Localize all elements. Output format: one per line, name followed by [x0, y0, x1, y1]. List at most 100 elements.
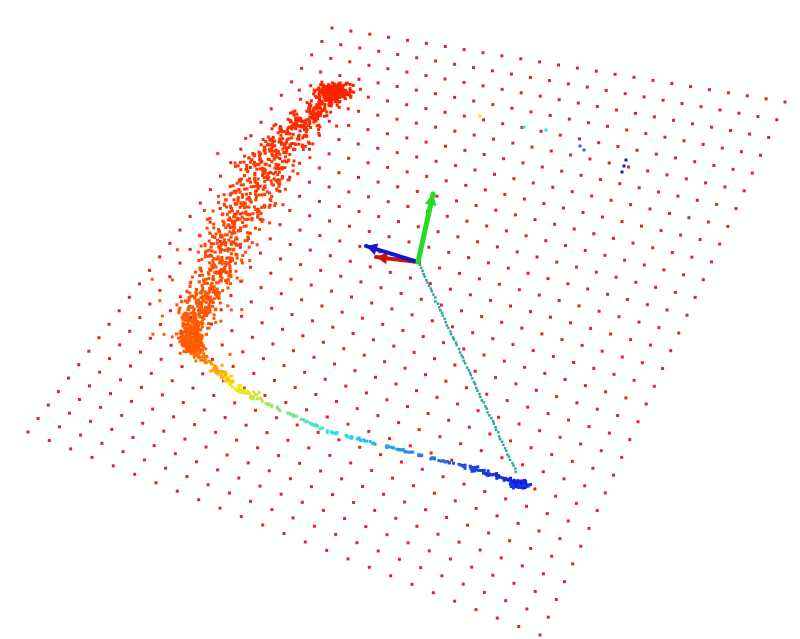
grid-point: [197, 498, 201, 502]
grid-point: [405, 136, 409, 140]
grid-point: [691, 122, 694, 126]
grid-point: [337, 105, 341, 109]
grid-point: [178, 261, 182, 265]
grid-point: [611, 236, 615, 240]
cloud-point: [267, 205, 271, 209]
cloud-point: [520, 486, 524, 490]
cloud-point: [195, 342, 199, 346]
cloud-point: [197, 324, 200, 328]
grid-point: [337, 205, 341, 208]
grid-point: [352, 501, 356, 504]
cloud-point: [320, 99, 324, 103]
grid-point: [642, 263, 646, 267]
grid-point: [346, 422, 350, 426]
cloud-point: [198, 321, 202, 325]
coordinate-axes-gizmo[interactable]: [364, 191, 437, 265]
cloud-point: [190, 326, 194, 330]
z-axis-arrow[interactable]: [364, 243, 420, 264]
cloud-point: [395, 447, 399, 451]
cloud-point: [213, 271, 217, 274]
cloud-point: [213, 250, 217, 254]
grid-point: [572, 227, 576, 231]
cloud-point: [203, 255, 207, 259]
cloud-point: [182, 330, 185, 334]
y-axis-arrow[interactable]: [415, 191, 437, 265]
cloud-point: [225, 256, 229, 260]
grid-point: [159, 357, 163, 361]
grid-point: [350, 295, 353, 299]
grid-point: [510, 106, 514, 110]
cloud-point: [244, 391, 248, 395]
cloud-point: [246, 170, 250, 173]
cloud-point: [482, 401, 486, 404]
grid-point: [715, 202, 719, 206]
grid-point: [303, 370, 307, 374]
cloud-point: [318, 88, 322, 92]
grid-point: [481, 84, 485, 88]
cloud-point: [315, 103, 319, 107]
cloud-point: [308, 108, 312, 112]
cloud-point: [275, 167, 279, 171]
grid-point: [669, 349, 673, 353]
cloud-point: [183, 330, 187, 333]
cloud-point: [226, 377, 230, 381]
cloud-point: [195, 333, 199, 337]
cloud-point: [461, 356, 465, 359]
cloud-point: [317, 86, 321, 90]
grid-point: [673, 290, 677, 294]
cloud-point: [229, 205, 233, 209]
cloud-point: [284, 132, 288, 136]
grid-point: [756, 115, 760, 118]
cloud-point: [240, 258, 244, 262]
grid-point: [623, 258, 627, 262]
grid-point: [337, 438, 341, 442]
cloud-point: [264, 162, 268, 166]
cloud-point: [221, 289, 225, 293]
grid-point: [223, 416, 227, 420]
cloud-point: [199, 315, 203, 319]
cloud-point: [223, 238, 226, 242]
cloud-point: [259, 396, 263, 400]
grid-point: [120, 413, 124, 417]
grid-point: [448, 287, 452, 291]
grid-point: [249, 265, 253, 269]
cloud-point: [509, 476, 512, 480]
cloud-point: [258, 158, 262, 161]
cloud-point: [219, 373, 223, 377]
cloud-point: [185, 289, 189, 293]
cloud-point: [247, 245, 251, 249]
grid-point: [142, 458, 146, 462]
cloud-point: [390, 445, 394, 449]
cloud-point: [241, 221, 245, 224]
cloud-point: [482, 468, 486, 472]
cloud-point: [205, 226, 209, 230]
cloud-point: [250, 158, 254, 162]
cloud-point: [212, 288, 216, 292]
grid-point: [424, 140, 428, 144]
cloud-point: [480, 469, 483, 472]
cloud-point: [232, 229, 236, 233]
cloud-point: [201, 295, 205, 299]
cloud-point: [243, 239, 247, 243]
grid-point: [419, 566, 423, 570]
grid-point: [521, 463, 525, 467]
grid-point: [640, 361, 644, 365]
cloud-point: [268, 143, 272, 147]
cloud-point: [239, 242, 242, 246]
cloud-point: [192, 307, 196, 311]
cloud-point: [342, 83, 346, 87]
cloud-point: [229, 282, 232, 286]
grid-point: [47, 439, 51, 442]
grid-point: [129, 364, 132, 368]
cloud-point: [447, 326, 450, 330]
cloud-point: [294, 120, 298, 124]
grid-point: [364, 525, 368, 529]
cloud-point: [304, 130, 308, 134]
grid-point: [180, 365, 184, 369]
cloud-point: [197, 328, 200, 331]
grid-point: [133, 472, 137, 476]
grid-point: [290, 313, 294, 317]
grid-point: [258, 251, 262, 255]
